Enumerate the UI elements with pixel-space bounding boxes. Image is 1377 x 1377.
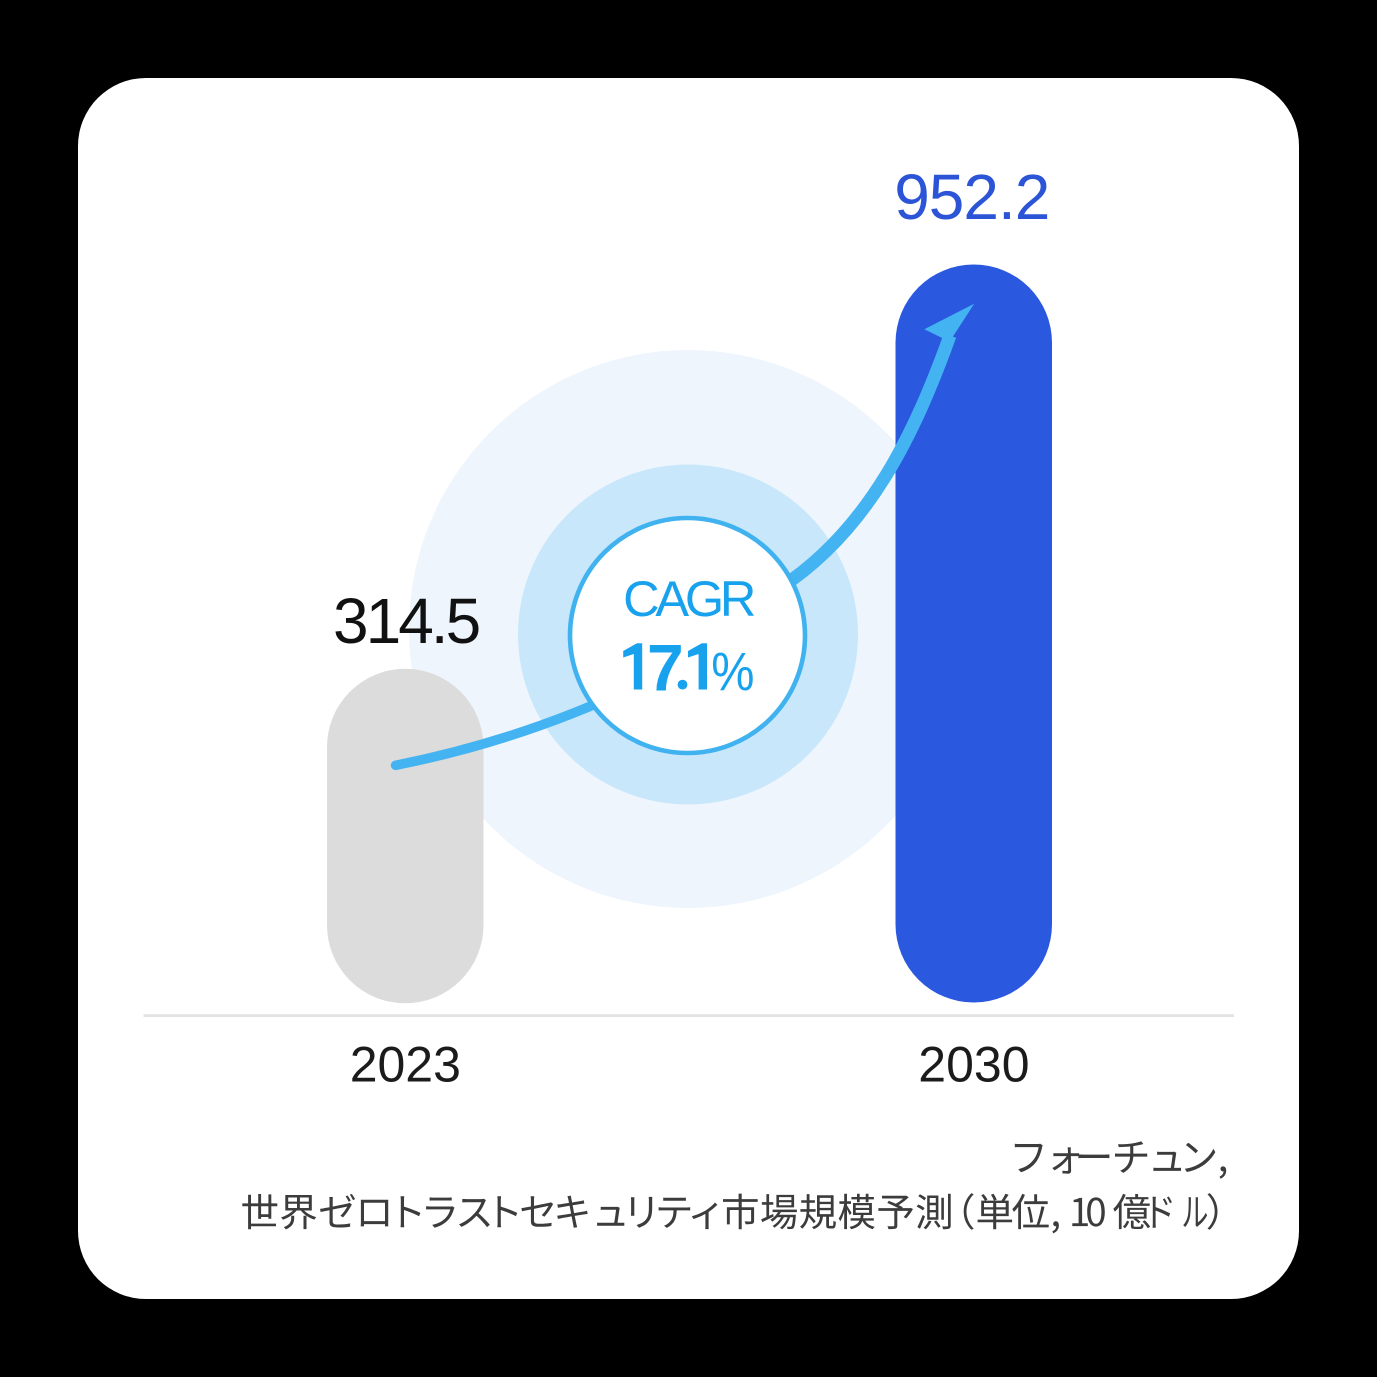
- svg-text:314.5: 314.5: [333, 585, 479, 657]
- svg-text:2030: 2030: [918, 1037, 1029, 1093]
- svg-text:CAGR: CAGR: [623, 570, 755, 627]
- svg-text:7: 7: [647, 631, 684, 705]
- svg-text:952.2: 952.2: [894, 161, 1049, 233]
- svg-text:2023: 2023: [350, 1037, 461, 1093]
- svg-text:%: %: [711, 641, 754, 702]
